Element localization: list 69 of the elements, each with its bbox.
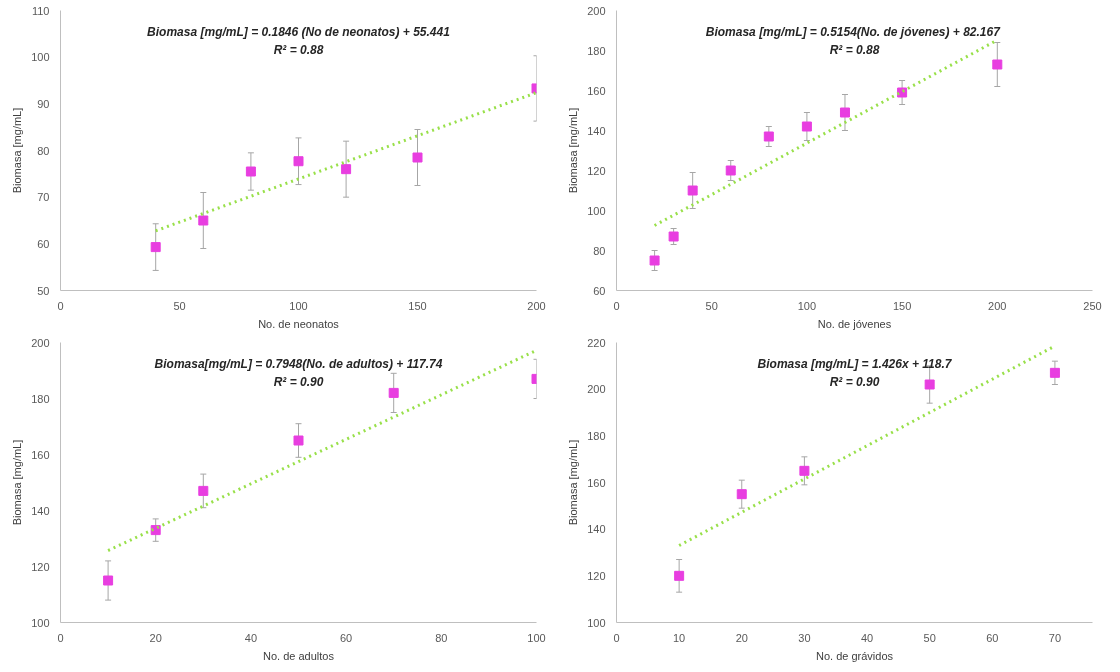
y-tick-label: 120 [587,164,606,177]
x-tick-label: 0 [613,299,620,312]
x-tick-label: 70 [1048,631,1062,644]
y-tick-label: 100 [31,616,50,629]
x-tick-label: 60 [339,631,353,644]
y-axis-title: Biomasa [mg/mL] [567,439,580,526]
y-tick-label: 120 [31,560,50,573]
annotation: Biomasa [mg/mL] = 0.1846 (No de neonatos) + 55.441 [147,24,451,39]
x-axis-title: No. de neonatos [258,317,340,330]
x-tick-label: 150 [892,299,912,312]
y-tick-label: 110 [31,4,50,17]
x-tick-label: 40 [244,631,258,644]
y-tick-label: 200 [31,336,50,349]
annotation: R² = 0.88 [273,42,324,57]
x-tick-label: 150 [408,299,427,312]
x-tick-label: 0 [613,631,620,644]
y-tick-label: 100 [31,51,50,64]
annotation: R² = 0.88 [829,42,880,57]
y-tick-label: 200 [587,4,606,17]
y-tick-label: 180 [31,392,50,405]
annotation: Biomasa [mg/mL] = 1.426x + 118.7 [757,356,953,371]
x-tick-label: 20 [149,631,162,644]
y-tick-label: 80 [37,144,50,157]
x-tick-label: 100 [289,299,308,312]
x-tick-label: 20 [735,631,748,644]
annotation: R² = 0.90 [829,374,880,389]
x-tick-label: 50 [923,631,936,644]
y-axis-title: Biomasa [mg/mL] [11,439,24,526]
y-tick-label: 90 [37,97,50,110]
y-tick-label: 160 [31,448,50,461]
y-tick-label: 140 [587,523,606,536]
y-axis-title: Biomasa [mg/mL] [11,107,24,194]
x-axis-title: No. de adultos [263,649,335,662]
x-tick-label: 80 [435,631,448,644]
y-tick-label: 100 [587,204,606,217]
x-tick-label: 100 [797,299,817,312]
x-tick-label: 200 [527,299,546,312]
x-tick-label: 250 [1083,299,1102,312]
x-tick-label: 200 [988,299,1007,312]
y-tick-label: 60 [37,237,50,250]
annotation: Biomasa[mg/mL] = 0.7948(No. de adultos) + 117.74 [154,356,443,371]
x-tick-label: 0 [57,299,64,312]
x-tick-label: 100 [527,631,546,644]
y-axis-title: Biomasa [mg/mL] [567,107,580,194]
x-tick-label: 60 [986,631,999,644]
y-tick-label: 200 [587,383,606,396]
y-tick-label: 160 [587,84,606,97]
y-tick-label: 70 [37,191,50,204]
x-tick-label: 50 [173,299,186,312]
y-tick-label: 60 [593,284,606,297]
y-tick-label: 100 [587,616,606,629]
annotation: R² = 0.90 [273,374,324,389]
x-tick-label: 0 [57,631,64,644]
x-tick-label: 50 [705,299,718,312]
y-tick-label: 50 [37,284,50,297]
y-tick-label: 140 [31,504,50,517]
x-tick-label: 10 [673,631,686,644]
y-tick-label: 220 [587,336,606,349]
x-tick-label: 30 [798,631,811,644]
y-tick-label: 140 [587,124,606,137]
y-tick-label: 120 [587,569,606,582]
annotation: Biomasa [mg/mL] = 0.5154(No. de jóvenes) + 82.167 [705,24,1002,39]
x-axis-title: No. de jóvenes [817,317,892,330]
y-tick-label: 180 [587,429,606,442]
y-tick-label: 160 [587,476,606,489]
x-tick-label: 40 [860,631,874,644]
x-axis-title: No. de grávidos [815,649,894,662]
y-tick-label: 80 [593,244,606,257]
y-tick-label: 180 [587,44,606,57]
